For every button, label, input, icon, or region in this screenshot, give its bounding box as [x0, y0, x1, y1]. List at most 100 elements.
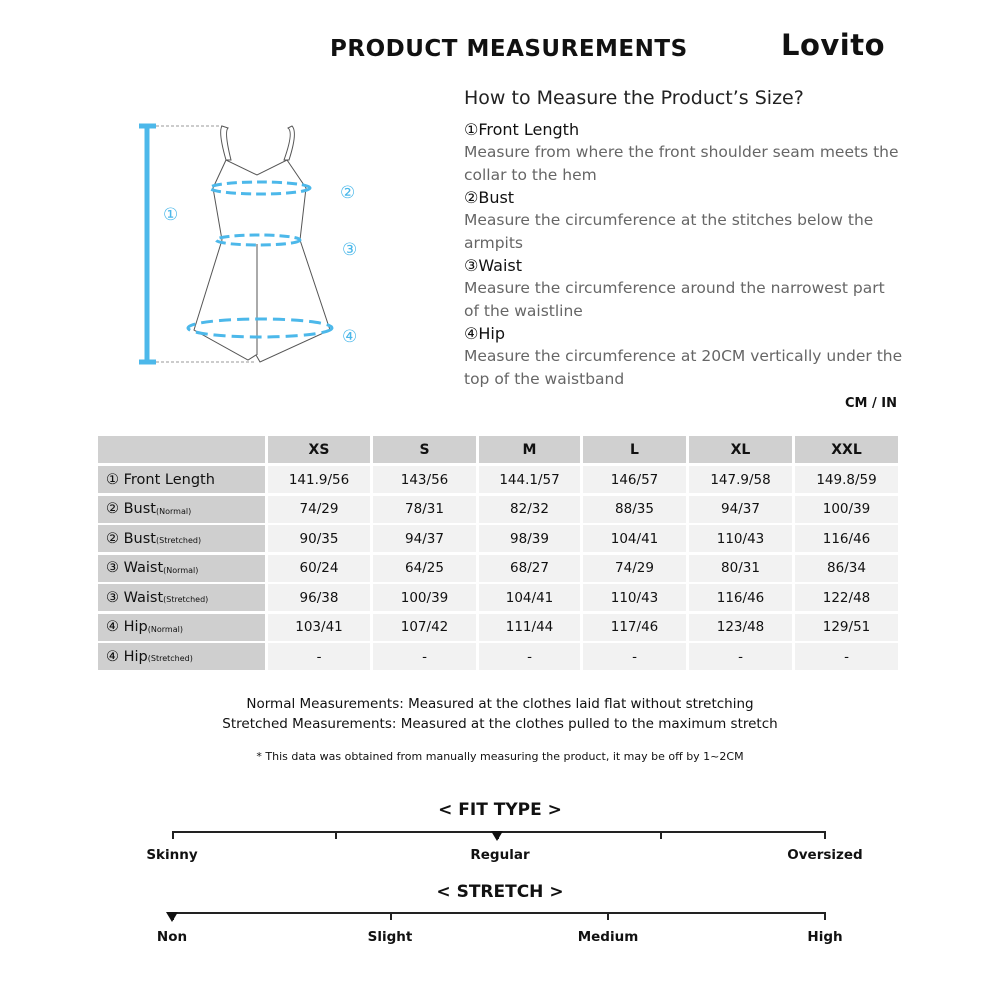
note-stretched: Stretched Measurements: Measured at the …: [222, 716, 778, 732]
fit-type-title: < FIT TYPE >: [438, 800, 562, 820]
table-cell: 78/31: [373, 495, 476, 523]
row-label: ① Front Length: [98, 466, 265, 493]
table-cell: 68/27: [479, 554, 580, 582]
stretch-label: Slight: [367, 929, 413, 945]
table-header-corner: [98, 436, 265, 463]
row-label: ② Bust (Normal): [98, 495, 265, 523]
fit-type-tick: [172, 831, 174, 839]
row-label-text: ② Bust: [106, 501, 156, 517]
row-label-text: ② Bust: [106, 530, 156, 547]
stretch-label: High: [807, 929, 843, 945]
table-cell: -: [795, 643, 898, 670]
table-cell: 147.9/58: [689, 466, 792, 493]
section-heading: ①Front Length: [464, 120, 580, 139]
row-label-text: ① Front Length: [106, 471, 215, 488]
stretch-label: Medium: [577, 929, 639, 945]
size-header: S: [373, 436, 476, 463]
brand-logo: Lovito: [781, 28, 886, 62]
row-label-text: ④ Hip: [106, 648, 148, 665]
guide-waist: ③Waist Measure the circumference around t…: [464, 254, 904, 323]
table-cell: 96/38: [268, 584, 370, 611]
table-cell: 94/37: [373, 525, 476, 552]
table-cell: 111/44: [479, 613, 580, 641]
section-text: Measure the circumference at 20CM vertic…: [464, 347, 903, 388]
size-header: XL: [689, 436, 792, 463]
section-text: Measure the circumference at the stitche…: [464, 211, 874, 252]
section-heading: ③Waist: [464, 256, 522, 275]
fit-type-marker-icon: [491, 831, 503, 841]
page-title: PRODUCT MEASUREMENTS: [330, 36, 688, 62]
row-label-text: ④ Hip: [106, 619, 148, 635]
table-cell: 117/46: [583, 613, 686, 641]
table-cell: 88/35: [583, 495, 686, 523]
table-cell: 116/46: [795, 525, 898, 552]
row-label-sub: (Stretched): [147, 654, 193, 663]
row-label-sub: (Normal): [156, 506, 192, 516]
row-label: ④ Hip (Stretched): [98, 643, 265, 670]
row-label-sub: (Stretched): [156, 536, 202, 545]
guide-bust: ②Bust Measure the circumference at the st…: [464, 186, 904, 255]
table-cell: 122/48: [795, 584, 898, 611]
stretch-label: Non: [156, 929, 188, 945]
note-normal: Normal Measurements: Measured at the clo…: [246, 696, 754, 712]
table-cell: 86/34: [795, 554, 898, 582]
row-label-text: ③ Waist: [106, 560, 164, 576]
guide-hip: ④Hip Measure the circumference at 20CM ve…: [464, 322, 904, 391]
dress-diagram: ① ② ③ ④: [139, 123, 357, 365]
table-cell: 80/31: [689, 554, 792, 582]
row-label-text: ③ Waist: [106, 589, 164, 606]
units-label: CM / IN: [845, 396, 897, 411]
stretch-marker-icon: [166, 912, 178, 922]
table-cell: 146/57: [583, 466, 686, 493]
fit-type-tick: [824, 831, 826, 839]
fit-type-tick: [335, 831, 337, 839]
section-heading: ②Bust: [464, 188, 515, 207]
table-cell: 74/29: [583, 554, 686, 582]
stretch-title: < STRETCH >: [436, 882, 564, 902]
table-cell: 143/56: [373, 466, 476, 493]
row-label: ③ Waist (Stretched): [98, 584, 265, 611]
row-label-sub: (Normal): [147, 624, 183, 634]
table-cell: 94/37: [689, 495, 792, 523]
fit-type-label: Oversized: [787, 847, 863, 863]
size-header: M: [479, 436, 580, 463]
label-bust: ②: [340, 183, 355, 203]
table-cell: 110/43: [583, 584, 686, 611]
table-cell: 123/48: [689, 613, 792, 641]
size-header: XS: [268, 436, 370, 463]
stretch-tick: [607, 912, 609, 920]
table-cell: 144.1/57: [479, 466, 580, 493]
guide-title: How to Measure the Product’s Size?: [464, 87, 804, 109]
table-cell: -: [479, 643, 580, 670]
table-cell: -: [268, 643, 370, 670]
table-cell: 103/41: [268, 613, 370, 641]
fit-type-tick: [660, 831, 662, 839]
row-label-sub: (Stretched): [163, 595, 209, 604]
table-cell: -: [373, 643, 476, 670]
disclaimer: * This data was obtained from manually m…: [256, 750, 744, 763]
section-text: Measure the circumference around the nar…: [464, 279, 885, 320]
table-cell: 64/25: [373, 554, 476, 582]
row-label: ④ Hip (Normal): [98, 613, 265, 641]
table-cell: 100/39: [795, 495, 898, 523]
fit-type-label: Regular: [470, 847, 530, 863]
size-header: XXL: [795, 436, 898, 463]
label-front-length: ①: [163, 205, 178, 225]
table-cell: 104/41: [479, 584, 580, 611]
table-cell: -: [689, 643, 792, 670]
label-hip: ④: [342, 327, 357, 347]
table-cell: 149.8/59: [795, 466, 898, 493]
table-cell: 74/29: [268, 495, 370, 523]
fit-type-label: Skinny: [146, 847, 198, 863]
table-cell: 82/32: [479, 495, 580, 523]
table-cell: 107/42: [373, 613, 476, 641]
row-label-sub: (Normal): [163, 565, 199, 575]
table-cell: 110/43: [689, 525, 792, 552]
table-cell: 98/39: [479, 525, 580, 552]
section-heading: ④Hip: [464, 324, 505, 343]
row-label: ③ Waist (Normal): [98, 554, 265, 582]
guide-front-length: ①Front Length Measure from where the fron…: [464, 118, 904, 187]
table-cell: 116/46: [689, 584, 792, 611]
table-cell: 141.9/56: [268, 466, 370, 493]
stretch-line: [172, 912, 826, 914]
